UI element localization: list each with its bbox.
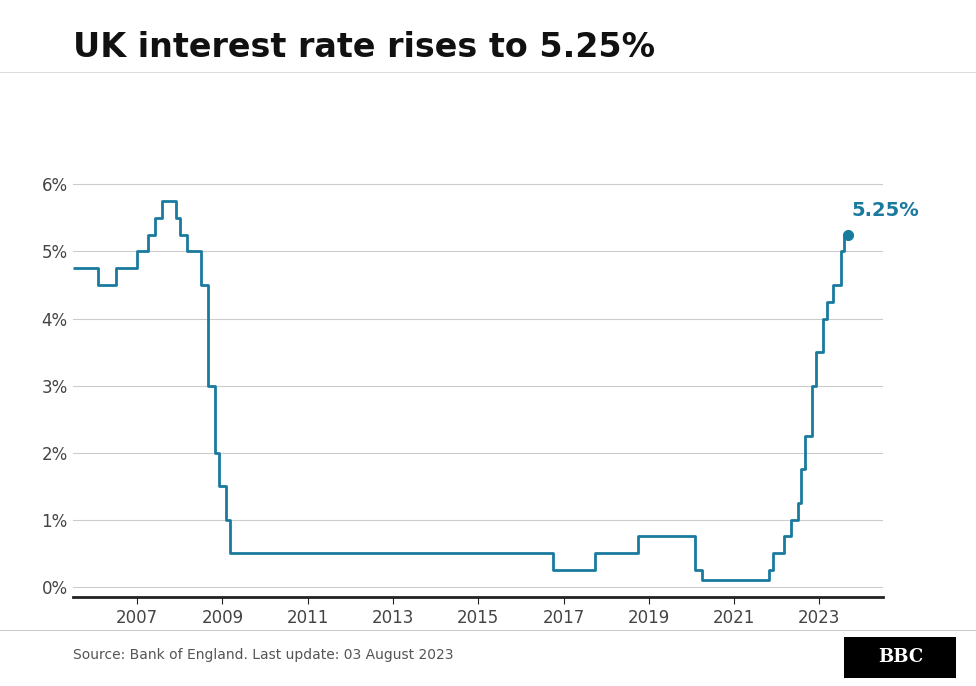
Text: 5.25%: 5.25% [851,201,919,220]
Text: BBC: BBC [877,648,923,666]
Text: UK interest rate rises to 5.25%: UK interest rate rises to 5.25% [73,31,655,64]
Text: Source: Bank of England. Last update: 03 August 2023: Source: Bank of England. Last update: 03… [73,648,454,662]
